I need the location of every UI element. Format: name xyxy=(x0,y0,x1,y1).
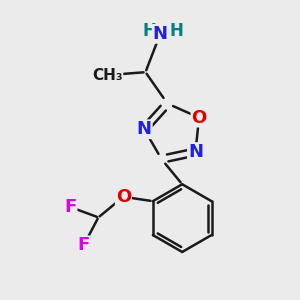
Text: H: H xyxy=(143,22,157,40)
Text: O: O xyxy=(191,109,207,127)
Text: N: N xyxy=(137,120,152,138)
Text: O: O xyxy=(116,188,131,206)
Text: N: N xyxy=(153,25,168,43)
Text: F: F xyxy=(64,198,76,216)
Text: F: F xyxy=(77,236,90,254)
Text: H: H xyxy=(169,22,183,40)
Text: N: N xyxy=(188,143,203,161)
Text: CH₃: CH₃ xyxy=(92,68,122,82)
